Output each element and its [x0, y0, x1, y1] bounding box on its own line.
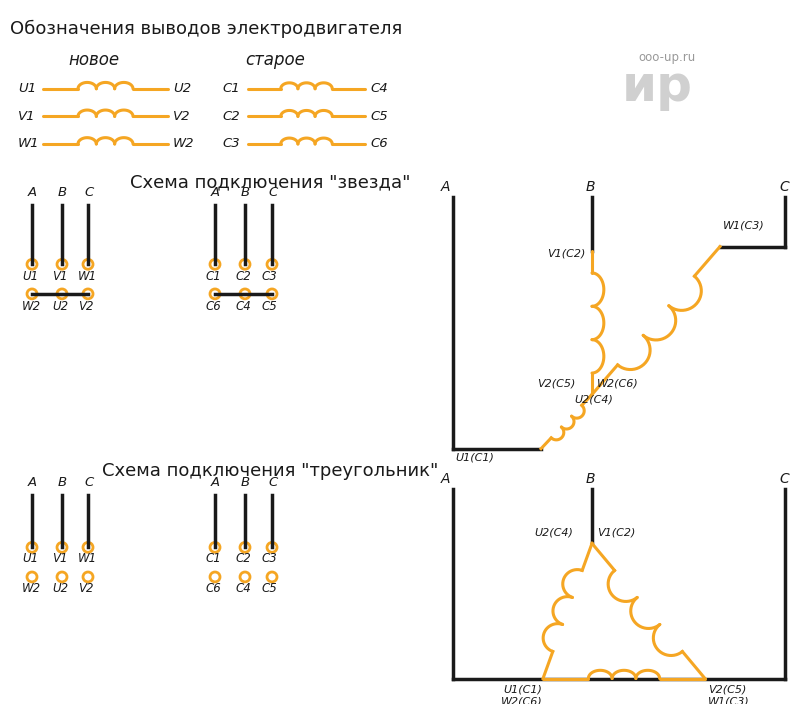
Text: C1: C1 [205, 552, 221, 565]
Text: C: C [84, 187, 94, 199]
Text: U1(C1): U1(C1) [503, 684, 542, 694]
Text: C5: C5 [262, 582, 278, 595]
Text: W1: W1 [78, 552, 97, 565]
Text: C4: C4 [370, 82, 388, 95]
Text: B: B [241, 476, 250, 489]
Text: C: C [268, 476, 278, 489]
Text: C1: C1 [205, 270, 221, 283]
Text: B: B [586, 472, 595, 486]
Text: U2: U2 [52, 582, 68, 595]
Text: A: A [28, 187, 37, 199]
Text: B: B [586, 180, 595, 194]
Text: V2: V2 [173, 110, 190, 123]
Text: C4: C4 [235, 582, 250, 595]
Text: U1: U1 [22, 270, 38, 283]
Text: Обозначения выводов электродвигателя: Обозначения выводов электродвигателя [10, 20, 402, 38]
Text: C5: C5 [370, 110, 388, 123]
Text: C3: C3 [262, 270, 278, 283]
Text: C3: C3 [222, 137, 240, 151]
Text: новое: новое [68, 51, 119, 69]
Text: Схема подключения "звезда": Схема подключения "звезда" [130, 174, 410, 191]
Text: U2: U2 [173, 82, 191, 95]
Text: B: B [58, 187, 67, 199]
Text: старое: старое [245, 51, 305, 69]
Text: V1: V1 [52, 552, 67, 565]
Text: U1: U1 [18, 82, 36, 95]
Text: W2: W2 [22, 300, 41, 313]
Text: V2: V2 [78, 300, 94, 313]
Text: ир: ир [622, 63, 693, 111]
Text: C5: C5 [262, 300, 278, 313]
Text: V1(C2): V1(C2) [547, 249, 586, 258]
Text: C: C [84, 476, 94, 489]
Text: C6: C6 [370, 137, 388, 151]
Text: C: C [268, 187, 278, 199]
Text: U1: U1 [22, 552, 38, 565]
Text: V2(C5): V2(C5) [708, 684, 746, 694]
Text: W1(C3): W1(C3) [723, 221, 765, 231]
Text: B: B [241, 187, 250, 199]
Text: A: A [211, 187, 220, 199]
Text: W2(C6): W2(C6) [597, 379, 638, 389]
Text: C2: C2 [235, 552, 250, 565]
Text: A: A [441, 472, 450, 486]
Text: C2: C2 [222, 110, 240, 123]
Text: V1(C2): V1(C2) [597, 527, 635, 538]
Text: U1(C1): U1(C1) [455, 453, 494, 463]
Text: A: A [211, 476, 220, 489]
Text: W2: W2 [22, 582, 41, 595]
Text: W2(C6): W2(C6) [501, 696, 542, 704]
Text: B: B [58, 476, 67, 489]
Text: C1: C1 [222, 82, 240, 95]
Text: C: C [779, 180, 789, 194]
Text: U2(C4): U2(C4) [534, 527, 573, 538]
Text: V2: V2 [78, 582, 94, 595]
Text: W1(C3): W1(C3) [708, 696, 750, 704]
Text: C4: C4 [235, 300, 250, 313]
Text: C: C [779, 472, 789, 486]
Text: Схема подключения "треугольник": Схема подключения "треугольник" [102, 462, 438, 479]
Text: U2(C4): U2(C4) [574, 394, 613, 404]
Text: W2: W2 [173, 137, 194, 151]
Text: A: A [28, 476, 37, 489]
Text: V2(C5): V2(C5) [537, 379, 575, 389]
Text: U2: U2 [52, 300, 68, 313]
Text: V1: V1 [18, 110, 35, 123]
Text: C6: C6 [205, 582, 221, 595]
Text: W1: W1 [18, 137, 39, 151]
Text: C2: C2 [235, 270, 250, 283]
Text: C6: C6 [205, 300, 221, 313]
Text: V1: V1 [52, 270, 67, 283]
Text: ooo-up.ru: ooo-up.ru [638, 51, 695, 64]
Text: C3: C3 [262, 552, 278, 565]
Text: A: A [441, 180, 450, 194]
Text: W1: W1 [78, 270, 97, 283]
